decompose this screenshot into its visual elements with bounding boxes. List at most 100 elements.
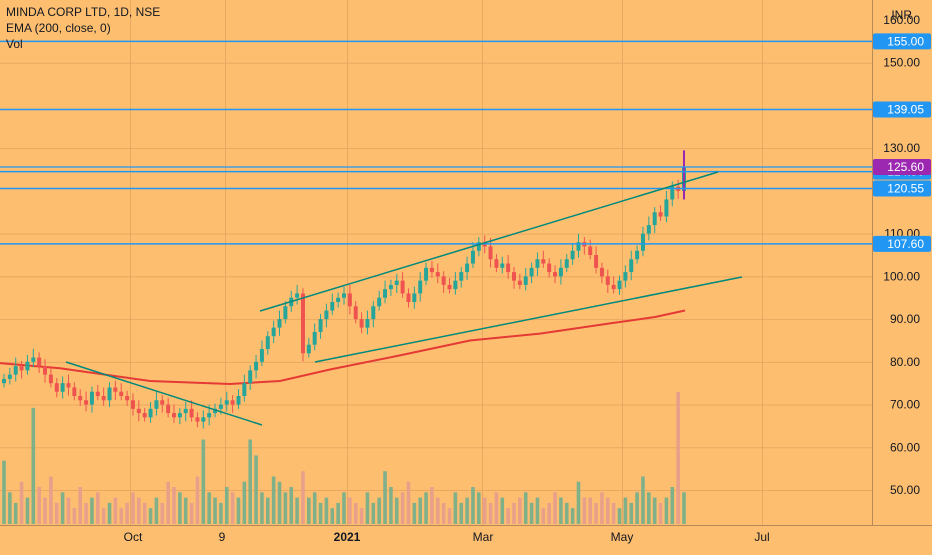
- candle-body: [43, 366, 48, 375]
- candle-body: [342, 293, 346, 298]
- candle-body: [570, 250, 575, 260]
- candle-body: [658, 212, 663, 217]
- candle-body: [646, 225, 651, 234]
- candle-body: [7, 374, 12, 379]
- candle-body: [265, 336, 270, 349]
- volume-bar: [254, 455, 258, 524]
- x-tick-label: 9: [219, 530, 226, 544]
- volume-bar: [400, 492, 405, 524]
- candle-body: [424, 267, 429, 281]
- candle-body: [113, 387, 118, 392]
- candle-body: [242, 383, 247, 396]
- volume-bar: [588, 497, 593, 524]
- volume-bar: [242, 481, 247, 524]
- candle-body: [529, 267, 534, 277]
- candle-body: [125, 396, 130, 401]
- candle-body: [72, 387, 77, 396]
- candle-body: [37, 357, 42, 367]
- volume-bar: [125, 502, 129, 524]
- candle-body: [142, 413, 147, 418]
- price-level-tag: [873, 33, 931, 50]
- candle-body: [31, 357, 36, 362]
- ema-200-line: [0, 309, 686, 386]
- volume-bar: [600, 492, 604, 524]
- volume-bar: [13, 502, 18, 524]
- volume-bar: [424, 492, 428, 524]
- volume-bar: [230, 492, 235, 524]
- candle-body: [394, 280, 399, 285]
- volume-bar: [359, 508, 364, 524]
- candle-body: [535, 259, 540, 268]
- volume-bar: [60, 492, 65, 524]
- volume-bar: [224, 487, 229, 524]
- candle-body: [48, 374, 53, 384]
- volume-bar: [324, 497, 329, 524]
- candle-body: [459, 272, 464, 281]
- candle-body: [635, 250, 640, 260]
- candle-body: [213, 408, 218, 414]
- candle-body: [271, 327, 276, 337]
- volume-bar: [676, 392, 680, 524]
- volume-bar: [482, 497, 487, 524]
- volume-bar: [535, 497, 540, 524]
- volume-bar: [471, 487, 475, 524]
- candle-body: [183, 408, 188, 414]
- candle-body: [670, 186, 675, 200]
- volume-bar: [236, 497, 241, 524]
- volume-indicator-label[interactable]: Vol: [6, 37, 23, 51]
- candle-body: [101, 396, 106, 401]
- candle-body: [576, 242, 581, 251]
- candle-body: [406, 293, 411, 302]
- candle-body: [347, 293, 352, 307]
- volume-bar: [78, 487, 83, 524]
- volume-bar: [529, 502, 534, 524]
- candle-body: [506, 263, 511, 273]
- volume-bar: [66, 497, 71, 524]
- candle-body: [611, 284, 616, 290]
- volume-bar: [377, 497, 381, 524]
- y-tick-label: 60.00: [890, 440, 920, 454]
- volume-bar: [160, 502, 165, 524]
- volume-bar: [95, 492, 100, 524]
- candle-body: [2, 378, 6, 384]
- volume-bar: [559, 497, 563, 524]
- volume-bar: [617, 508, 622, 524]
- candle-body: [623, 272, 628, 281]
- candle-body: [629, 259, 634, 273]
- volume-bar: [189, 502, 194, 524]
- volume-bar: [166, 481, 170, 524]
- volume-bar: [19, 481, 24, 524]
- volume-bar: [154, 497, 159, 524]
- volume-bar: [371, 502, 376, 524]
- volume-bar: [488, 502, 493, 524]
- volume-bar: [594, 502, 598, 524]
- volume-bar: [8, 492, 12, 524]
- candle-body: [218, 404, 223, 409]
- y-tick-label: 80.00: [890, 355, 920, 369]
- volume-bar: [101, 508, 106, 524]
- volume-bar: [201, 439, 206, 524]
- symbol-title[interactable]: MINDA CORP LTD, 1D, NSE: [6, 5, 161, 19]
- volume-bar: [330, 508, 335, 524]
- volume-bar: [365, 492, 370, 524]
- y-tick-label: 100.00: [883, 269, 920, 283]
- volume-bar: [148, 508, 153, 524]
- volume-bar: [318, 502, 323, 524]
- volume-bar: [307, 497, 311, 524]
- candle-body: [283, 306, 288, 320]
- candle-body: [640, 233, 645, 251]
- candle-body: [588, 246, 593, 255]
- volume-bar: [295, 497, 299, 524]
- volume-bar: [494, 492, 499, 524]
- ema-indicator-label[interactable]: EMA (200, close, 0): [6, 21, 111, 35]
- volume-bar: [260, 492, 264, 524]
- x-tick-label: Mar: [473, 530, 494, 544]
- volume-bar: [576, 481, 581, 524]
- candle-body: [336, 297, 341, 302]
- volume-bar: [652, 497, 657, 524]
- volume-bar: [570, 508, 575, 524]
- candle-body: [312, 331, 317, 345]
- x-tick-label: Oct: [124, 530, 143, 544]
